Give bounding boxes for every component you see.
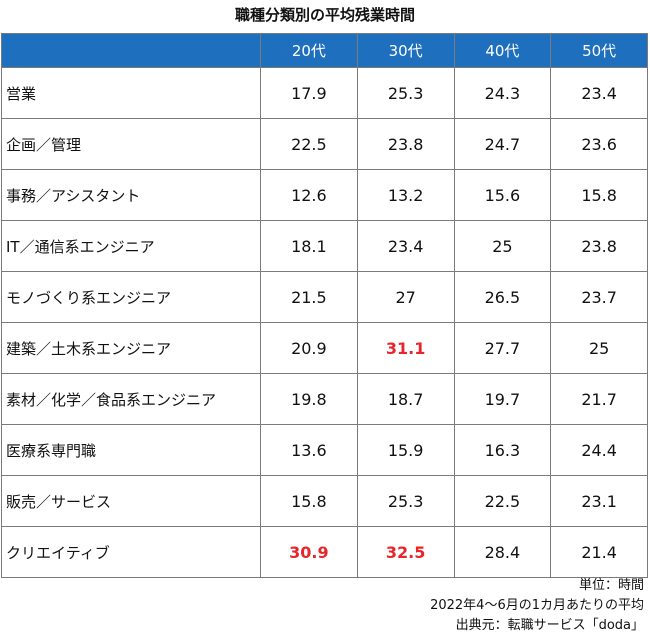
value-cell: 13.6	[260, 424, 358, 476]
table-body: 営業 17.9 25.3 24.3 23.4 企画／管理 22.5 23.8 24.7 23.6 事…	[1, 67, 648, 578]
header-row: 20代 30代 40代 50代	[1, 33, 648, 68]
row-label: 医療系専門職	[1, 424, 261, 476]
table-row: 販売／サービス 15.8 25.3 22.5 23.1	[1, 475, 648, 527]
value-cell: 19.7	[453, 373, 552, 425]
value-cell: 23.6	[550, 118, 648, 170]
table-row: 事務／アシスタント 12.6 13.2 15.6 15.8	[1, 169, 648, 221]
row-label: IT／通信系エンジニア	[1, 220, 261, 272]
value-cell: 21.7	[550, 373, 648, 425]
value-cell: 23.1	[550, 475, 648, 527]
value-cell: 23.7	[550, 271, 648, 323]
value-cell: 26.5	[453, 271, 552, 323]
table-row: 建築／土木系エンジニア 20.9 31.1 27.7 25	[1, 322, 648, 374]
table-row: クリエイティブ 30.9 32.5 28.4 21.4	[1, 526, 648, 578]
value-cell: 28.4	[453, 526, 552, 578]
row-label: 素材／化学／食品系エンジニア	[1, 373, 261, 425]
value-cell: 25	[550, 322, 648, 374]
value-cell: 13.2	[356, 169, 455, 221]
value-cell: 21.5	[260, 271, 358, 323]
value-cell: 15.9	[356, 424, 455, 476]
value-cell: 23.8	[356, 118, 455, 170]
value-cell: 27.7	[453, 322, 552, 374]
value-cell: 12.6	[260, 169, 358, 221]
table-row: モノづくり系エンジニア 21.5 27 26.5 23.7	[1, 271, 648, 323]
row-label: モノづくり系エンジニア	[1, 271, 261, 323]
value-cell: 24.7	[453, 118, 552, 170]
value-cell: 17.9	[260, 67, 358, 119]
period-note: 2022年4～6月の1カ月あたりの平均	[430, 598, 644, 613]
table-row: 営業 17.9 25.3 24.3 23.4	[1, 67, 648, 119]
row-label: 企画／管理	[1, 118, 261, 170]
value-cell: 18.1	[260, 220, 358, 272]
value-cell: 15.6	[453, 169, 552, 221]
row-label: 建築／土木系エンジニア	[1, 322, 261, 374]
value-cell: 22.5	[260, 118, 358, 170]
footnotes: 単位：時間 2022年4～6月の1カ月あたりの平均 出典元：転職サービス「dod…	[430, 576, 644, 636]
value-cell: 30.9	[260, 526, 358, 578]
table-row: IT／通信系エンジニア 18.1 23.4 25 23.8	[1, 220, 648, 272]
header-30s: 30代	[356, 33, 455, 68]
value-cell: 31.1	[356, 322, 455, 374]
row-label: クリエイティブ	[1, 526, 261, 578]
row-label: 営業	[1, 67, 261, 119]
value-cell: 21.4	[550, 526, 648, 578]
value-cell: 24.3	[453, 67, 552, 119]
value-cell: 19.8	[260, 373, 358, 425]
row-label: 販売／サービス	[1, 475, 261, 527]
value-cell: 27	[356, 271, 455, 323]
value-cell: 24.4	[550, 424, 648, 476]
value-cell: 15.8	[550, 169, 648, 221]
value-cell: 15.8	[260, 475, 358, 527]
value-cell: 32.5	[356, 526, 455, 578]
header-50s: 50代	[550, 33, 648, 68]
overtime-table: 20代 30代 40代 50代 営業 17.9 25.3 24.3 23.4 企画／管理 2…	[1, 33, 648, 578]
page-title: 職種分類別の平均残業時間	[234, 6, 415, 24]
value-cell: 25.3	[356, 475, 455, 527]
value-cell: 23.4	[550, 67, 648, 119]
value-cell: 16.3	[453, 424, 552, 476]
value-cell: 20.9	[260, 322, 358, 374]
value-cell: 18.7	[356, 373, 455, 425]
table-row: 企画／管理 22.5 23.8 24.7 23.6	[1, 118, 648, 170]
unit-note: 単位：時間	[578, 578, 644, 593]
value-cell: 25.3	[356, 67, 455, 119]
header-20s: 20代	[260, 33, 358, 68]
table-row: 素材／化学／食品系エンジニア 19.8 18.7 19.7 21.7	[1, 373, 648, 425]
value-cell: 23.4	[356, 220, 455, 272]
header-corner-cell	[1, 33, 261, 68]
value-cell: 22.5	[453, 475, 552, 527]
row-label: 事務／アシスタント	[1, 169, 261, 221]
table-row: 医療系専門職 13.6 15.9 16.3 24.4	[1, 424, 648, 476]
source-note: 出典元：転職サービス「doda」	[455, 618, 644, 633]
value-cell: 25	[453, 220, 552, 272]
header-40s: 40代	[453, 33, 552, 68]
value-cell: 23.8	[550, 220, 648, 272]
